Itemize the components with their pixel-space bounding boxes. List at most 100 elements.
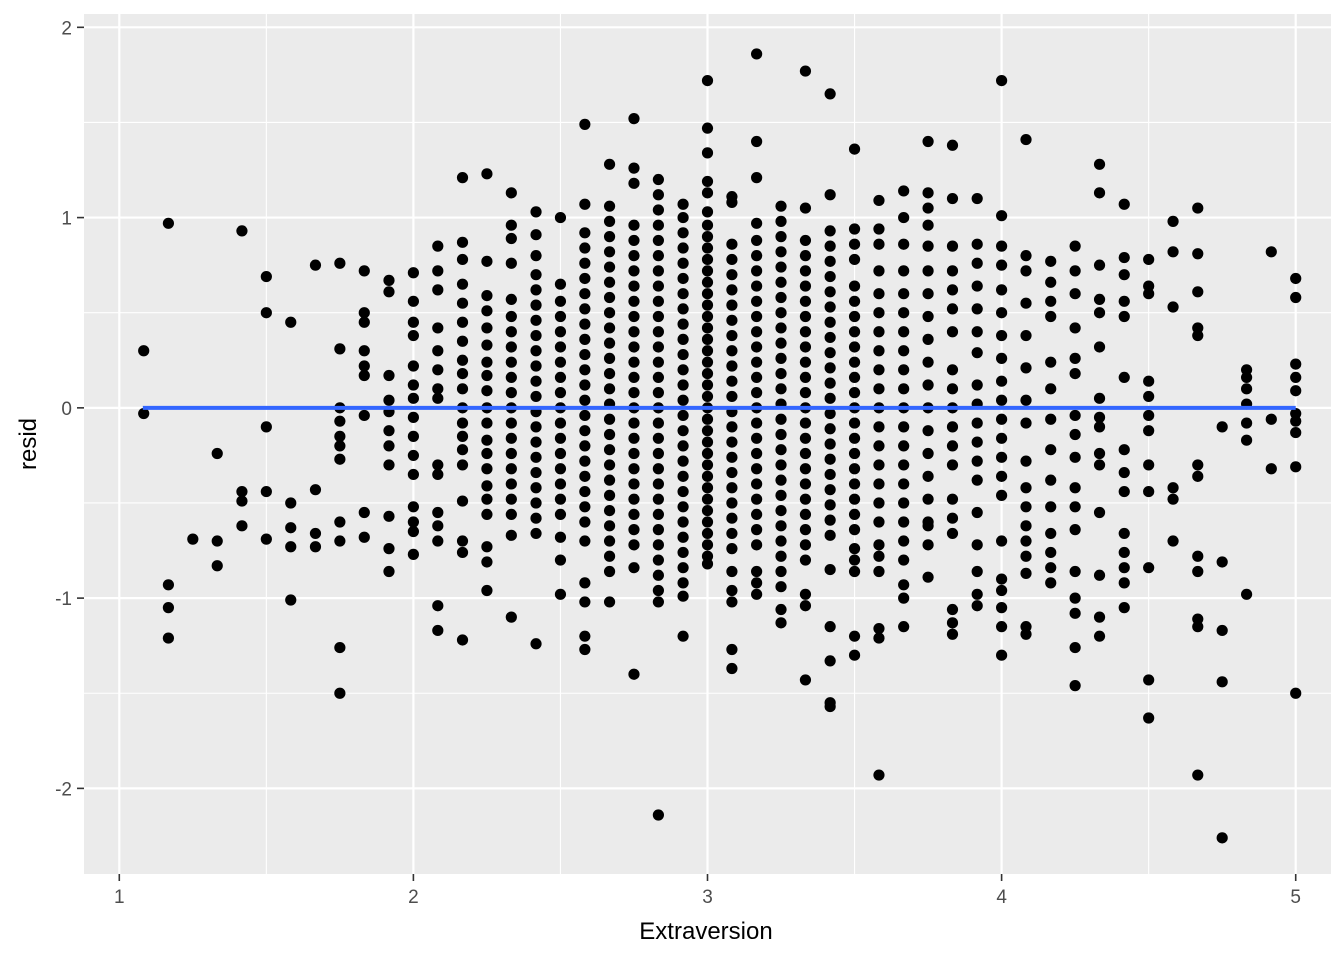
data-point — [677, 562, 689, 574]
data-point — [775, 504, 787, 517]
data-point — [677, 470, 689, 482]
data-point — [1192, 769, 1204, 781]
data-point — [701, 231, 714, 243]
data-point — [505, 187, 517, 199]
data-point — [922, 187, 934, 199]
data-point — [652, 310, 664, 323]
data-point — [946, 364, 959, 376]
data-point — [922, 310, 934, 323]
data-point — [701, 447, 714, 460]
data-point — [971, 436, 983, 448]
data-point — [922, 493, 934, 505]
data-point — [701, 265, 714, 277]
data-point — [652, 569, 664, 581]
data-point — [505, 611, 517, 623]
data-point — [799, 432, 812, 444]
data-point — [1069, 288, 1081, 300]
data-point — [603, 261, 616, 273]
data-point — [505, 508, 517, 520]
data-point — [1069, 428, 1081, 441]
data-point — [751, 341, 763, 353]
data-point — [971, 280, 983, 292]
data-point — [628, 668, 640, 680]
data-point — [922, 240, 934, 252]
data-point — [1045, 255, 1057, 267]
data-point — [726, 375, 738, 387]
data-point — [652, 417, 664, 429]
data-point — [751, 524, 763, 536]
data-point — [407, 468, 419, 481]
data-point — [726, 584, 738, 597]
data-point — [751, 478, 763, 490]
data-point — [848, 295, 861, 307]
data-point — [383, 510, 395, 522]
data-point — [677, 257, 689, 269]
data-point — [652, 371, 664, 384]
data-point — [751, 447, 763, 460]
data-point — [677, 198, 689, 210]
data-point — [554, 371, 567, 384]
data-point — [701, 122, 714, 134]
data-point — [1093, 630, 1106, 642]
data-point — [946, 303, 959, 315]
data-point — [481, 493, 493, 505]
data-point — [481, 322, 493, 334]
data-point — [824, 453, 836, 465]
data-point — [996, 584, 1008, 597]
data-point — [334, 343, 346, 355]
data-point — [579, 288, 591, 300]
data-point — [383, 274, 395, 286]
data-point — [726, 662, 738, 675]
data-point — [775, 215, 787, 227]
data-point — [603, 459, 616, 471]
data-point — [407, 548, 419, 560]
data-point — [554, 417, 567, 429]
data-point — [677, 455, 689, 467]
data-point — [873, 769, 885, 781]
data-point — [701, 436, 714, 448]
data-point — [1020, 297, 1032, 309]
data-point — [432, 383, 444, 395]
data-point — [652, 387, 664, 399]
data-point — [898, 459, 910, 471]
data-point — [824, 423, 836, 435]
data-point — [677, 318, 689, 330]
data-point — [873, 265, 885, 277]
data-point — [701, 147, 714, 159]
data-point — [677, 546, 689, 559]
data-point — [1143, 425, 1155, 437]
data-point — [1020, 417, 1032, 429]
data-point — [726, 299, 738, 311]
data-point — [407, 449, 419, 462]
data-point — [946, 603, 959, 616]
data-point — [775, 459, 787, 471]
data-point — [505, 341, 517, 353]
data-point — [530, 466, 542, 479]
data-point — [701, 470, 714, 482]
data-point — [652, 250, 664, 262]
data-point — [898, 621, 910, 633]
data-point — [873, 383, 885, 395]
data-point — [456, 444, 469, 456]
data-point — [1290, 291, 1302, 304]
data-point — [1069, 524, 1081, 536]
data-point — [824, 377, 836, 389]
data-point — [407, 516, 419, 528]
data-point — [1167, 215, 1179, 227]
data-point — [1069, 641, 1081, 654]
data-point — [751, 310, 763, 323]
data-point — [407, 392, 419, 404]
data-point — [775, 322, 787, 334]
data-point — [677, 272, 689, 285]
data-point — [751, 508, 763, 520]
data-point — [873, 421, 885, 433]
data-point — [1290, 371, 1302, 384]
data-point — [505, 293, 517, 305]
data-point — [652, 584, 664, 597]
data-point — [309, 259, 322, 271]
data-point — [971, 474, 983, 486]
data-point — [1240, 588, 1253, 600]
data-point — [530, 451, 542, 463]
data-point — [971, 600, 983, 612]
